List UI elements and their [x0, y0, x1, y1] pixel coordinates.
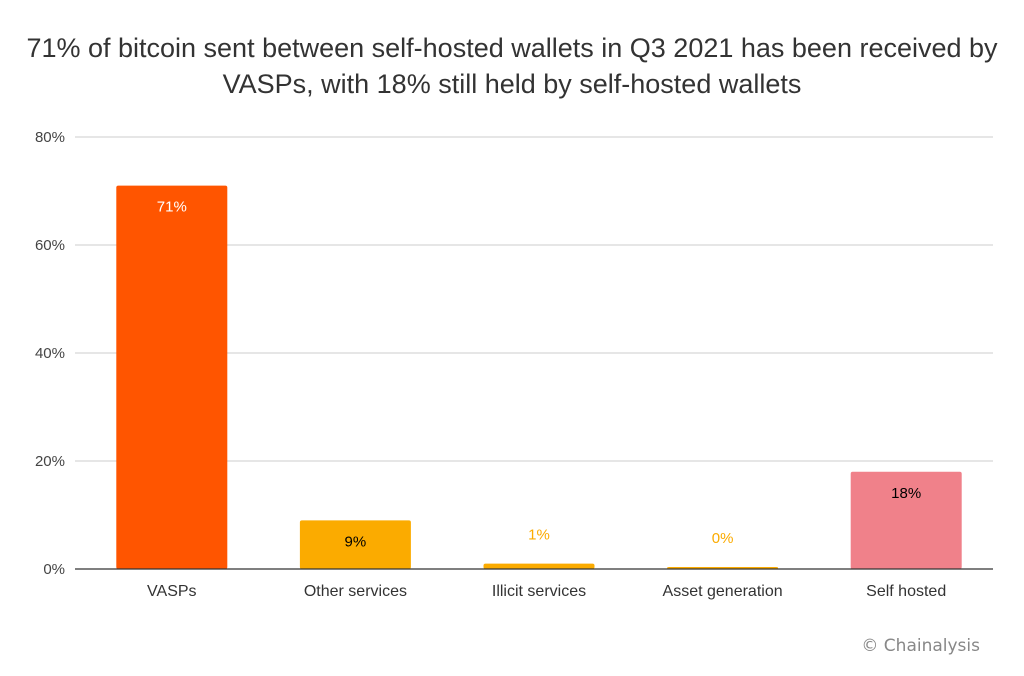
- x-category-label: Illicit services: [492, 583, 586, 600]
- data-labels: 71% 9% 1% 0% 18%: [157, 199, 921, 551]
- bars: [116, 185, 962, 569]
- data-label: 9%: [345, 533, 367, 550]
- y-tick-label: 20%: [35, 453, 65, 470]
- data-label: 71%: [157, 199, 187, 216]
- data-label: 0%: [712, 530, 734, 547]
- x-category-label: Other services: [304, 583, 407, 600]
- bar-other-services: [299, 520, 411, 569]
- y-tick-label: 60%: [35, 237, 65, 254]
- y-tick-label: 80%: [35, 129, 65, 146]
- bar-self-hosted: [850, 471, 962, 569]
- bar-vasps: [116, 185, 228, 569]
- data-label: 18%: [891, 485, 921, 502]
- y-tick-label: 40%: [35, 345, 65, 362]
- x-category-label: Asset generation: [663, 583, 783, 600]
- y-axis-ticks: 0% 20% 40% 60% 80%: [35, 129, 65, 578]
- source-credit: © Chainalysis: [861, 636, 980, 656]
- x-category-label: Self hosted: [866, 583, 946, 600]
- y-tick-label: 0%: [43, 561, 65, 578]
- gridlines: [75, 136, 993, 462]
- x-category-label: VASPs: [147, 583, 197, 600]
- data-label: 1%: [528, 527, 550, 544]
- bar-illicit-services: [483, 563, 595, 569]
- x-axis-categories: VASPs Other services Illicit services Asset…: [147, 583, 946, 600]
- chart-title: 71% of bitcoin sent between self-hosted …: [26, 33, 998, 99]
